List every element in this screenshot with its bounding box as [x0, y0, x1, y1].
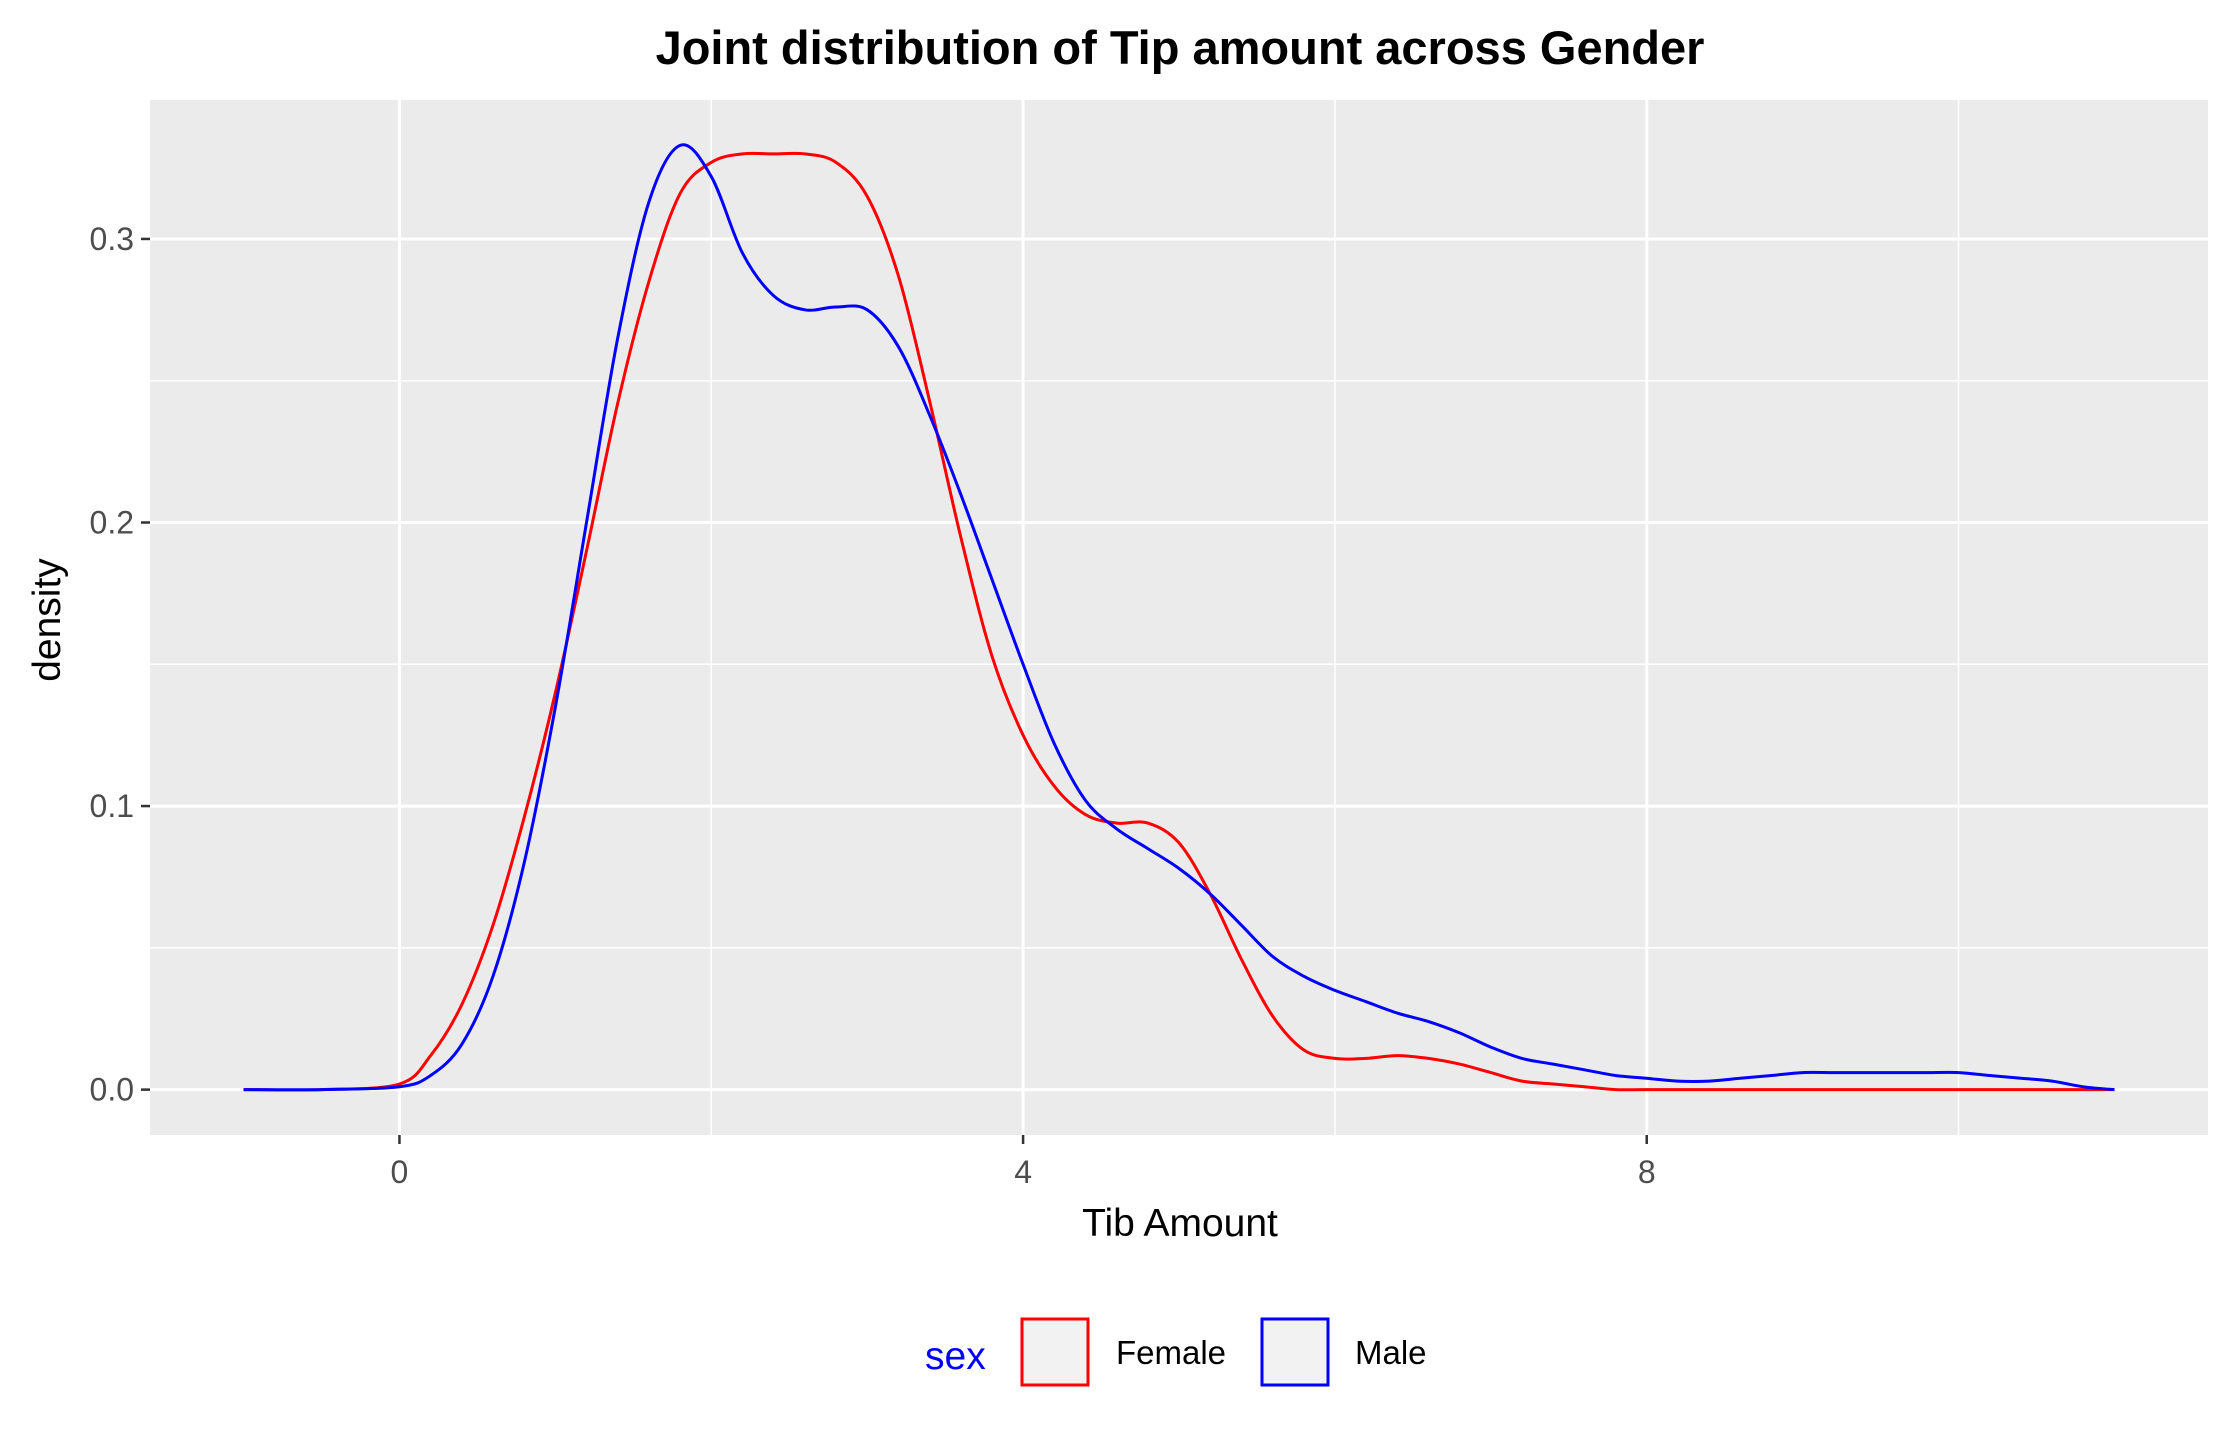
x-axis: 0 4 8 — [391, 1135, 1656, 1190]
y-axis-title: density — [26, 558, 69, 682]
legend-label-female: Female — [1116, 1334, 1226, 1371]
minor-gridlines — [150, 100, 2208, 1135]
y-tick-label: 0.0 — [90, 1072, 134, 1108]
y-tick-label: 0.1 — [90, 788, 134, 824]
x-tick-label: 4 — [1014, 1154, 1032, 1190]
legend-label-male: Male — [1355, 1334, 1427, 1371]
panel-background — [150, 100, 2208, 1135]
legend-key-male — [1260, 1317, 1330, 1387]
density-line-male — [243, 143, 2115, 1092]
x-axis-title: Tib Amount — [1082, 1202, 1278, 1245]
legend-title: sex — [925, 1335, 986, 1378]
plot-panel — [150, 100, 2208, 1135]
x-tick-label: 8 — [1638, 1154, 1656, 1190]
x-tick-label: 0 — [391, 1154, 409, 1190]
series-lines — [243, 143, 2115, 1092]
y-tick-label: 0.3 — [90, 221, 134, 257]
y-tick-label: 0.2 — [90, 505, 134, 541]
legend-key-female — [1020, 1317, 1090, 1387]
legend-entries: Female Male — [1020, 1317, 1427, 1387]
y-axis: 0.0 0.1 0.2 0.3 — [90, 221, 150, 1108]
legend: sex Female Male — [925, 1317, 1427, 1387]
chart-title: Joint distribution of Tip amount across … — [656, 21, 1705, 74]
